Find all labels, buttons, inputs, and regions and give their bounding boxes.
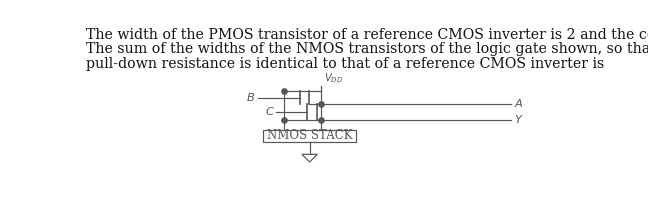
Text: Y: Y [515, 115, 521, 125]
Polygon shape [302, 154, 318, 162]
Text: $V_{DD}$: $V_{DD}$ [323, 72, 343, 85]
Text: C: C [265, 107, 273, 117]
Bar [263, 130, 356, 142]
Text: A: A [515, 99, 522, 109]
Text: B: B [247, 93, 255, 103]
Text: NMOS STACK: NMOS STACK [267, 129, 353, 142]
Text: pull-down resistance is identical to that of a reference CMOS inverter is: pull-down resistance is identical to tha… [86, 57, 605, 71]
Text: The sum of the widths of the NMOS transistors of the logic gate shown, so that t: The sum of the widths of the NMOS transi… [86, 42, 648, 56]
Text: The width of the PMOS transistor of a reference CMOS inverter is 2 and the corre: The width of the PMOS transistor of a re… [86, 28, 648, 42]
